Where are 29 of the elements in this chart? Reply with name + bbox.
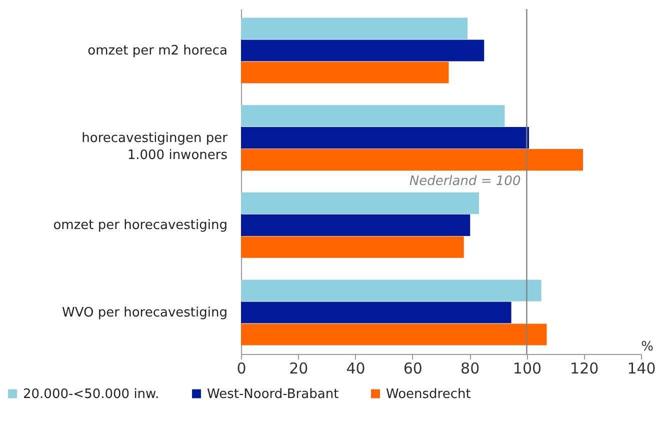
x-axis-title: % [641,340,654,354]
x-tick-label: 80 [460,360,480,378]
bar [241,62,449,84]
y-tick-label: horecavestigingen per 1.000 inwoners [82,130,228,163]
bar [241,302,512,324]
y-tick-label: omzet per horecavestiging [53,218,228,234]
bar [241,192,479,214]
bar [241,214,470,236]
x-tick-label: 100 [512,360,542,378]
y-tick-label: omzet per m2 horeca [88,43,228,58]
y-tick-label: WVO per horecavestiging [62,306,228,321]
bar [241,236,464,258]
x-tick-label: 60 [403,360,422,378]
x-tick-label: 40 [346,360,366,378]
bar [241,324,547,346]
x-tick-label: 120 [570,360,599,378]
ref-line-label: Nederland = 100 [409,174,521,189]
bar [241,127,529,149]
x-tick-label: 20 [289,360,308,378]
x-tick-label: 0 [236,360,246,378]
legend-label: West-Noord-Brabant [207,386,339,402]
bar [241,149,583,171]
bar [241,40,484,62]
bar [241,18,468,40]
legend-label: Woensdrecht [386,386,471,402]
legend-label: 20.000-<50.000 inw. [23,386,160,402]
bar [241,280,542,302]
bar [241,105,505,127]
x-tick-label: 140 [627,360,656,378]
